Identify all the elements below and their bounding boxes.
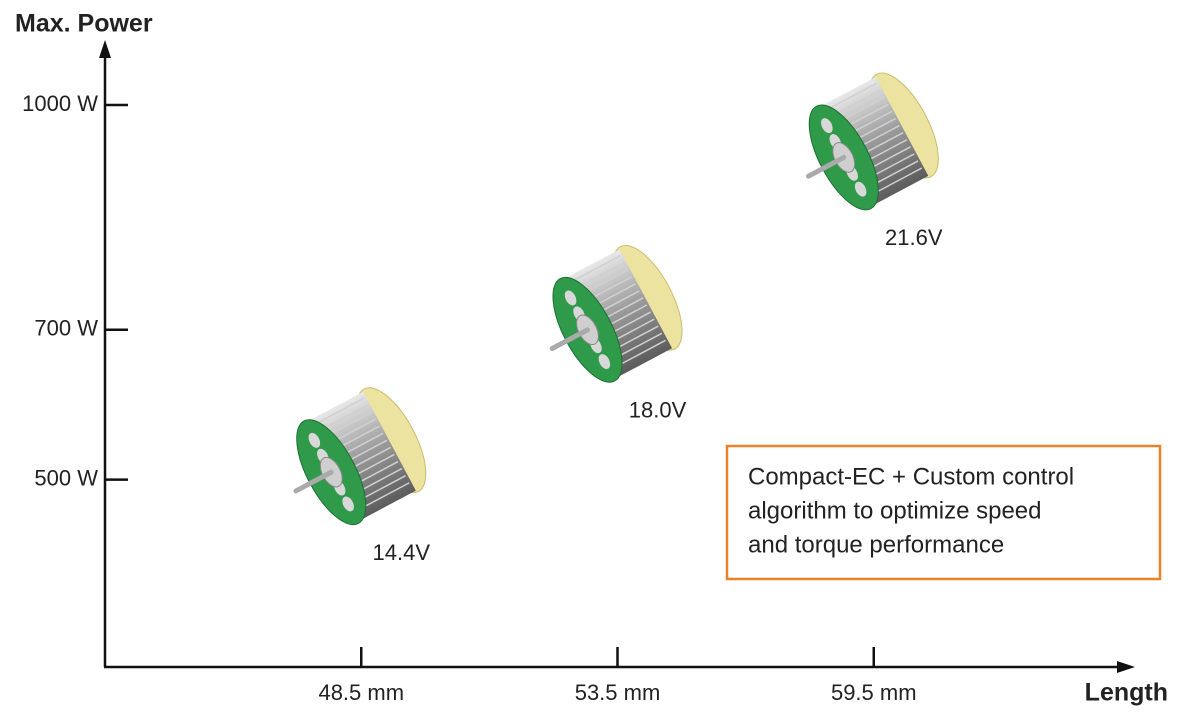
annotation-box (725, 444, 1162, 581)
x-tick-label: 48.5 mm (318, 680, 404, 705)
point-label: 14.4V (373, 540, 431, 565)
motor-hole (854, 181, 867, 197)
motor-hole (598, 354, 611, 370)
motor-body (549, 244, 683, 383)
motor-shaft (293, 469, 334, 494)
motor-shaft (549, 327, 590, 352)
motor-hole (342, 496, 354, 512)
motor-fin (823, 82, 878, 113)
y-axis-title: Max. Power (15, 10, 153, 38)
x-tick-label: 53.5 mm (575, 680, 661, 705)
point-label: 21.6V (885, 225, 943, 250)
y-axis-arrow (99, 40, 111, 58)
motor (293, 387, 427, 526)
motor (549, 244, 683, 383)
motor-hole (821, 118, 833, 134)
motor-hole (308, 432, 321, 448)
y-tick-label: 500 W (34, 465, 98, 490)
motor (805, 72, 939, 211)
annotation-line: and torque performance (748, 531, 1004, 558)
y-tick-label: 1000 W (22, 91, 98, 116)
point-label: 18.0V (629, 398, 687, 423)
motor-fin (567, 254, 621, 285)
motor-body (805, 72, 939, 211)
x-axis-title: Length (1085, 679, 1168, 707)
x-tick-label: 59.5 mm (831, 680, 917, 705)
annotation-line: algorithm to optimize speed (748, 497, 1041, 524)
motor-fin (310, 397, 365, 427)
motor-hole (564, 290, 577, 306)
x-axis-arrow (1117, 661, 1135, 673)
y-tick-label: 700 W (34, 316, 98, 341)
motor-body (293, 387, 427, 526)
annotation-line: Compact-EC + Custom control (748, 463, 1074, 490)
motor-shaft (805, 154, 847, 179)
